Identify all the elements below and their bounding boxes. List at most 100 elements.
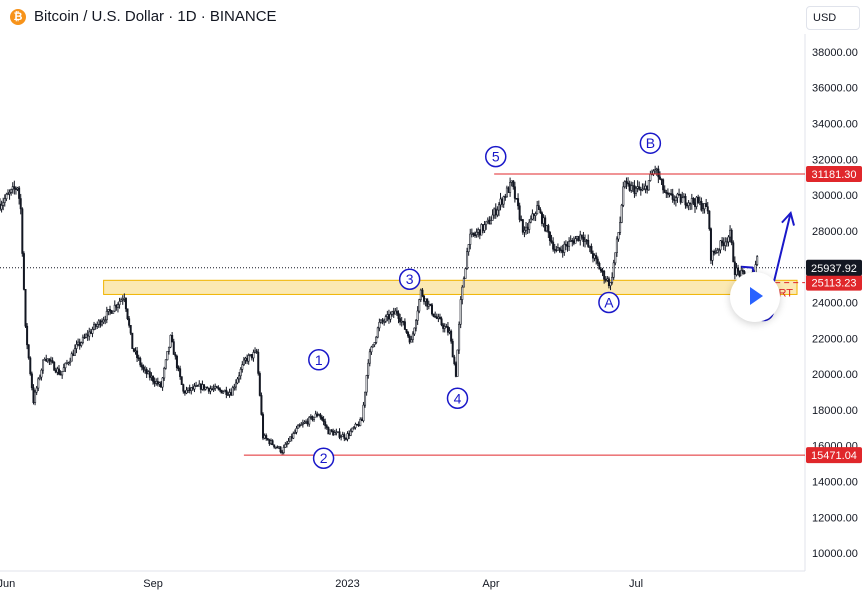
candle-body (290, 436, 293, 439)
wave-label-circle (446, 387, 469, 410)
candle-body (254, 350, 257, 353)
candle-body (700, 200, 703, 211)
currency-button[interactable]: USD (806, 6, 860, 30)
candle-body (2, 202, 5, 206)
candle-body (14, 188, 17, 190)
candle-body (584, 239, 587, 242)
candle-body (721, 240, 724, 244)
candle-body (737, 267, 740, 272)
candle-body (402, 320, 405, 323)
candle-body (252, 352, 255, 359)
time-tick-label: 2023 (335, 578, 359, 590)
candle-body (587, 239, 590, 247)
candle-body (662, 179, 665, 191)
candle-body (118, 301, 121, 305)
candle-body (250, 354, 253, 359)
candle-body (35, 387, 38, 393)
price-axis[interactable]: 10000.0012000.0014000.0016000.0018000.00… (812, 47, 858, 560)
candle-body (384, 316, 387, 322)
candle-body (142, 366, 145, 370)
candle-body (152, 375, 155, 382)
candle-body (354, 423, 357, 428)
candle-body (713, 250, 716, 254)
candle-body (703, 203, 706, 210)
chart-header: ₿ Bitcoin / U.S. Dollar · 1D · BINANCE (0, 0, 800, 34)
candle-body (480, 224, 483, 236)
candle-body (635, 188, 638, 194)
candle-body (735, 267, 738, 275)
bitcoin-logo-icon: ₿ (10, 9, 26, 25)
price-tick-label: 24000.00 (812, 298, 858, 310)
candle-body (161, 377, 164, 388)
candle-body (577, 235, 580, 241)
candle-body (446, 326, 449, 333)
symbol-title[interactable]: Bitcoin / U.S. Dollar · 1D · BINANCE (34, 8, 277, 25)
candle-body (262, 414, 265, 439)
candle-body (686, 204, 689, 207)
candle-body (717, 249, 720, 252)
candle-body (126, 308, 129, 320)
candle-body (215, 386, 218, 389)
candle-body (682, 196, 685, 199)
candle-body (625, 181, 628, 184)
candle-body (698, 200, 701, 203)
candle-body (51, 360, 54, 363)
candle-body (599, 268, 602, 272)
candle-body (38, 376, 41, 380)
candle-body (351, 427, 354, 432)
candle-body (499, 198, 502, 206)
candle-body (561, 250, 564, 253)
candle-body (83, 336, 86, 339)
candle-body (547, 225, 550, 233)
candle-body (266, 438, 269, 441)
candle-body (124, 297, 127, 310)
candle-body (166, 351, 169, 361)
replay-play-button[interactable] (730, 272, 780, 322)
candle-body (470, 232, 473, 235)
candle-body (53, 361, 56, 371)
level-price-tag-box (806, 165, 862, 182)
candle-body (287, 441, 290, 444)
candle-body (434, 316, 437, 318)
candle-body (623, 181, 626, 188)
candle-body (96, 323, 99, 327)
candle-body (158, 382, 161, 385)
candle-body (525, 226, 528, 231)
candle-body (681, 197, 684, 203)
candle-body (357, 424, 360, 427)
candle-body (327, 427, 330, 435)
candle-body (548, 232, 551, 242)
candle-body (249, 354, 252, 356)
candle-body (356, 423, 359, 426)
candle-body (419, 289, 422, 300)
time-axis[interactable]: Jun Sep 2023 Apr Jul (0, 578, 643, 590)
candle-body (8, 192, 11, 195)
candle-body (571, 240, 574, 242)
candle-body (633, 185, 636, 194)
candle-body (13, 186, 16, 189)
candle-body (729, 229, 732, 238)
wave-label-text: B (646, 135, 655, 151)
candle-body (185, 389, 188, 394)
price-tick-label: 20000.00 (812, 369, 858, 381)
candle-body (193, 385, 196, 390)
candle-body (574, 238, 577, 244)
candle-body (505, 187, 508, 198)
wave-label-text: A (604, 295, 614, 311)
candle-body (85, 334, 88, 338)
candle-body (376, 327, 379, 338)
candle-body (269, 440, 272, 444)
level-price-tag-box (806, 447, 862, 464)
candle-body (46, 358, 49, 362)
candle-body (182, 384, 185, 392)
candle-body (88, 331, 91, 337)
candle-body (209, 388, 212, 392)
candle-body (150, 375, 153, 378)
price-tick-label: 10000.00 (812, 548, 858, 560)
candle-body (435, 316, 438, 319)
candle-body (542, 217, 545, 224)
time-tick-label: Jun (0, 578, 15, 590)
candle-body (16, 187, 19, 190)
candle-body (630, 185, 633, 191)
